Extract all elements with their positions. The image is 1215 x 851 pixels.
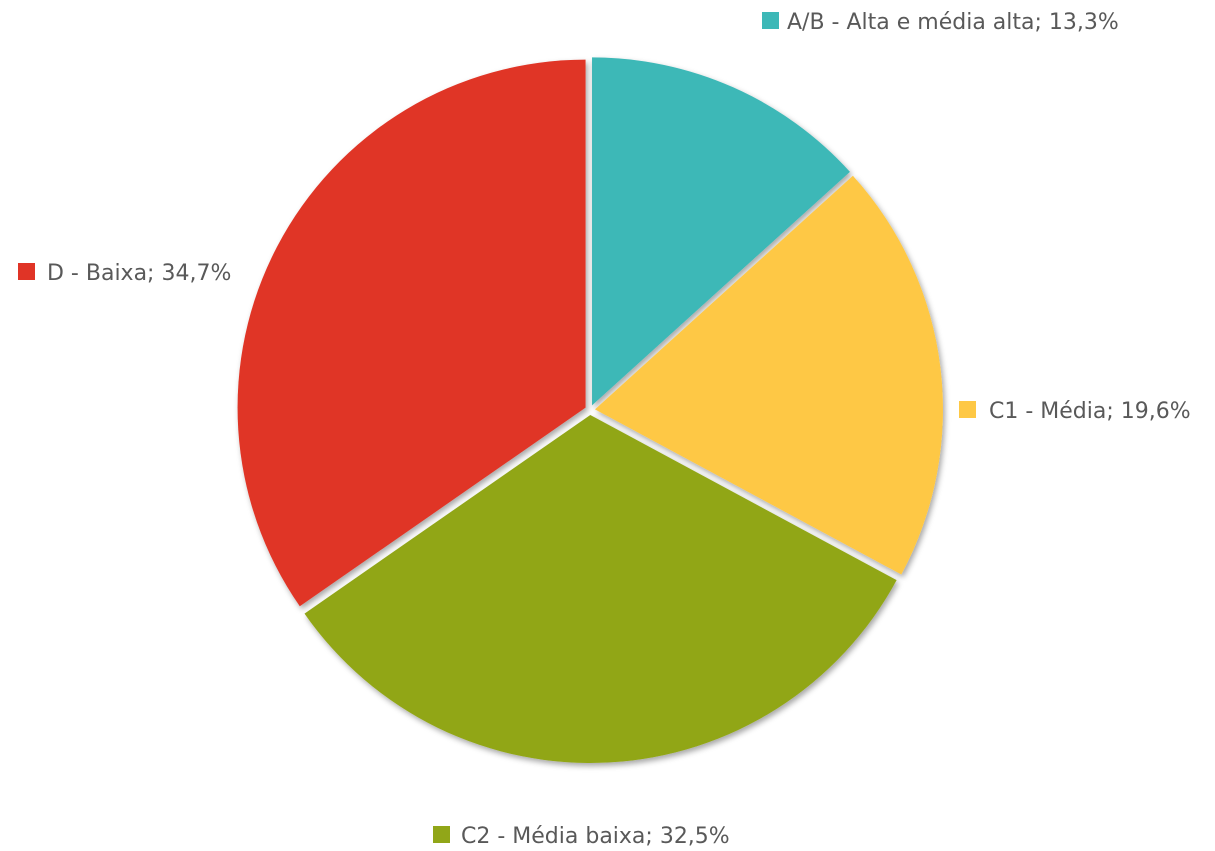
data-labels: A/B - Alta e média alta; 13,3% C1 - Médi…: [18, 10, 1191, 849]
pie-slices: [237, 57, 943, 763]
pie-slice-ab: [592, 57, 850, 406]
legend-swatch-ab: [762, 12, 779, 29]
pie-slice-d: [237, 59, 586, 607]
data-label-c2: C2 - Média baixa; 32,5%: [461, 824, 730, 849]
data-label-d: D - Baixa; 34,7%: [47, 261, 231, 286]
data-label-ab: A/B - Alta e média alta; 13,3%: [787, 10, 1119, 35]
legend-swatch-d: [18, 263, 35, 280]
legend-swatch-c1: [959, 401, 976, 418]
pie-slice-c1: [594, 175, 943, 575]
data-label-c1: C1 - Média; 19,6%: [989, 399, 1191, 424]
pie-slice-c2: [304, 414, 897, 763]
legend-swatch-c2: [433, 826, 450, 843]
